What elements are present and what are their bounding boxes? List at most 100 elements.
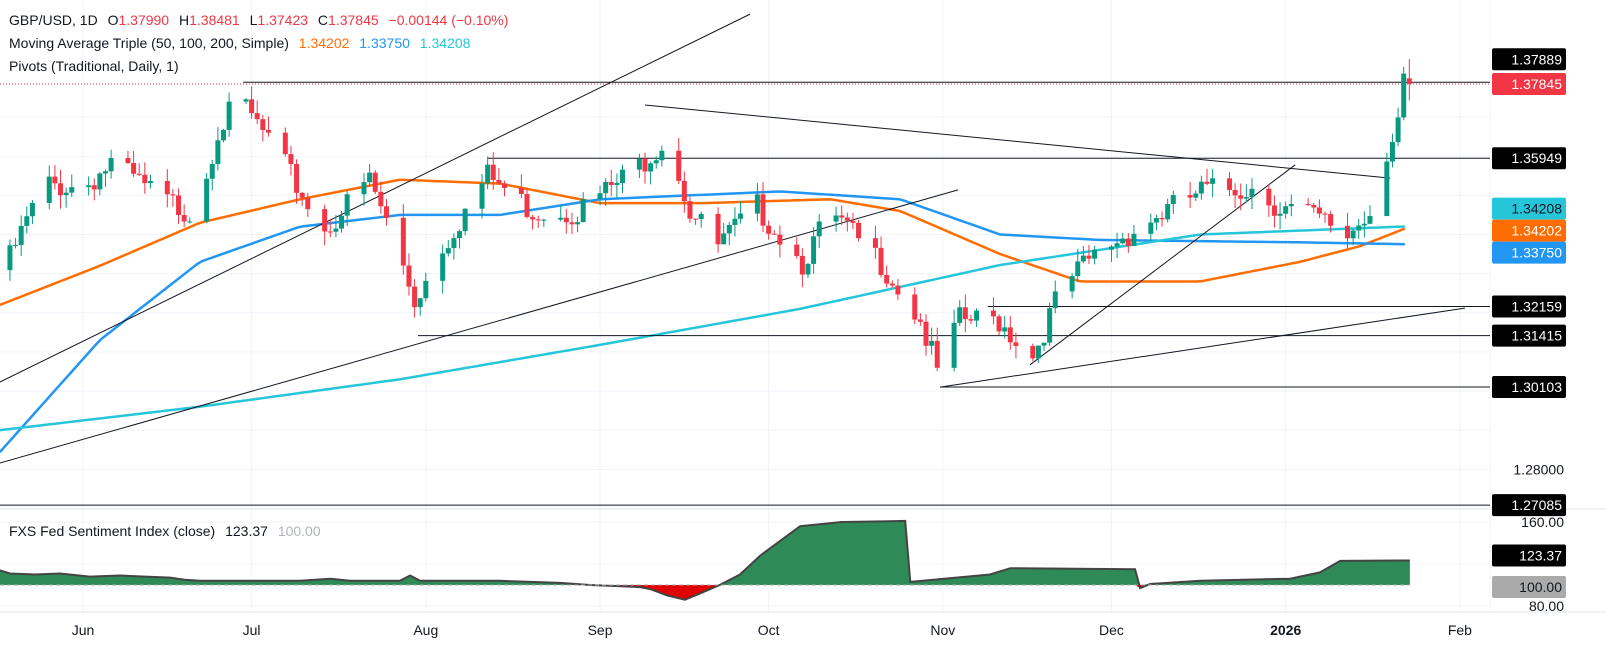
ma-price-label-bg xyxy=(1492,219,1566,242)
candle-up xyxy=(1041,342,1047,346)
candle-up xyxy=(1384,161,1390,217)
trendline xyxy=(939,307,1466,388)
sentiment-tick[interactable]: 80.00 xyxy=(1529,598,1564,614)
candle-up xyxy=(1069,276,1075,292)
candle-up xyxy=(1277,213,1283,216)
candle-up xyxy=(485,164,491,184)
sentiment-tick[interactable]: 160.00 xyxy=(1521,514,1564,530)
trendline xyxy=(1029,164,1296,366)
candle-down xyxy=(181,215,187,222)
candle-up xyxy=(721,233,727,245)
candle-down xyxy=(282,132,288,155)
price-level-label[interactable]: 1.31415 xyxy=(1511,328,1562,344)
candle-up xyxy=(361,182,367,195)
price-axis[interactable]: 1.28000 1.37889 1.37845 1.35949 1.32159 1.314… xyxy=(1492,48,1566,614)
candle-up xyxy=(97,173,103,190)
price-level-label-bg xyxy=(1492,73,1566,95)
candle-down xyxy=(1311,204,1317,208)
time-axis[interactable]: Jun Jul Aug Sep Oct Nov Dec 2026 Feb xyxy=(72,622,1472,638)
change-value: −0.00144 (−0.10%) xyxy=(388,12,509,28)
candle-down xyxy=(1271,205,1277,216)
candle-up xyxy=(811,236,817,264)
pivots-legend[interactable]: Pivots (Traditional, Daily, 1) xyxy=(9,58,185,74)
candle-down xyxy=(934,340,940,368)
candle-down xyxy=(1086,255,1092,259)
candle-down xyxy=(378,191,384,207)
sentiment-current-label[interactable]: 123.37 xyxy=(1519,547,1562,563)
candle-down xyxy=(530,216,536,220)
ma-legend[interactable]: Moving Average Triple (50, 100, 200, Sim… xyxy=(9,35,476,51)
candle-down xyxy=(760,194,766,226)
time-tick[interactable]: Dec xyxy=(1099,622,1124,638)
time-tick[interactable]: Jun xyxy=(72,622,95,638)
candle-down xyxy=(1345,225,1350,239)
candle-down xyxy=(895,285,901,295)
candle-down xyxy=(1266,188,1272,206)
time-tick[interactable]: Nov xyxy=(930,622,955,638)
trendline xyxy=(644,104,1391,179)
time-tick[interactable]: Aug xyxy=(413,622,438,638)
price-level-label[interactable]: 1.27085 xyxy=(1511,497,1562,513)
price-level-label-bg xyxy=(1492,324,1566,347)
candle-up xyxy=(1361,223,1367,226)
candle-up xyxy=(367,172,373,183)
candle-down xyxy=(1007,327,1013,343)
candle-up xyxy=(147,181,153,184)
candle-up xyxy=(1356,225,1362,231)
candle-down xyxy=(1159,218,1165,220)
candle-down xyxy=(131,163,137,174)
sentiment-legend[interactable]: FXS Fed Sentiment Index (close) 123.37 1… xyxy=(9,523,327,539)
candle-up xyxy=(929,340,935,346)
ma-price-label[interactable]: 1.34208 xyxy=(1511,201,1562,217)
drawings xyxy=(0,13,1490,506)
candle-up xyxy=(209,164,215,179)
candle-down xyxy=(91,185,97,190)
sentiment-pane xyxy=(0,519,1410,601)
candle-down xyxy=(771,233,777,235)
price-level-label-bg xyxy=(1492,494,1566,517)
time-tick[interactable]: Sep xyxy=(588,622,613,638)
candle-down xyxy=(681,180,687,202)
candle-down xyxy=(322,209,328,232)
candle-up xyxy=(479,183,485,209)
candle-up xyxy=(1193,193,1199,198)
candle-up xyxy=(1288,204,1294,207)
candle-up xyxy=(102,171,108,174)
candle-up xyxy=(339,215,345,229)
time-tick[interactable]: Jul xyxy=(243,622,261,638)
candle-up xyxy=(1350,230,1356,239)
price-level-label[interactable]: 1.32159 xyxy=(1511,299,1562,315)
time-tick[interactable]: Oct xyxy=(758,622,780,638)
candle-up xyxy=(1283,206,1289,214)
price-level-label[interactable]: 1.35949 xyxy=(1511,150,1562,166)
candle-up xyxy=(86,185,92,188)
time-tick[interactable]: Feb xyxy=(1448,622,1472,638)
candle-up xyxy=(243,99,249,102)
candle-up xyxy=(1401,73,1407,118)
price-level-label[interactable]: 1.30103 xyxy=(1511,379,1562,395)
sentiment-baseline-label[interactable]: 100.00 xyxy=(1519,579,1562,595)
candle-down xyxy=(305,197,311,210)
ma-price-label[interactable]: 1.34202 xyxy=(1511,223,1562,239)
price-level-label[interactable]: 1.37889 xyxy=(1511,51,1562,67)
candle-down xyxy=(884,274,890,284)
price-level-label[interactable]: 1.37845 xyxy=(1511,76,1562,92)
price-tick[interactable]: 1.28000 xyxy=(1513,461,1564,477)
time-tick[interactable]: 2026 xyxy=(1270,622,1301,638)
candle-down xyxy=(164,181,170,195)
pivots-legend-label: Pivots (Traditional, Daily, 1) xyxy=(9,58,179,74)
candle-down xyxy=(176,195,182,216)
ma-price-label[interactable]: 1.33750 xyxy=(1511,245,1562,261)
candle-up xyxy=(653,160,659,164)
ma50-value: 1.34202 xyxy=(298,35,350,51)
candle-down xyxy=(299,192,305,198)
candle-down xyxy=(249,99,255,114)
ma-price-label-bg xyxy=(1492,197,1566,220)
low-value: 1.37423 xyxy=(257,12,309,28)
candle-down xyxy=(917,319,923,322)
candle-down xyxy=(687,201,693,219)
candle-up xyxy=(423,280,429,299)
symbol[interactable]: GBP/USD, 1D xyxy=(9,12,98,28)
candle-down xyxy=(518,187,524,195)
